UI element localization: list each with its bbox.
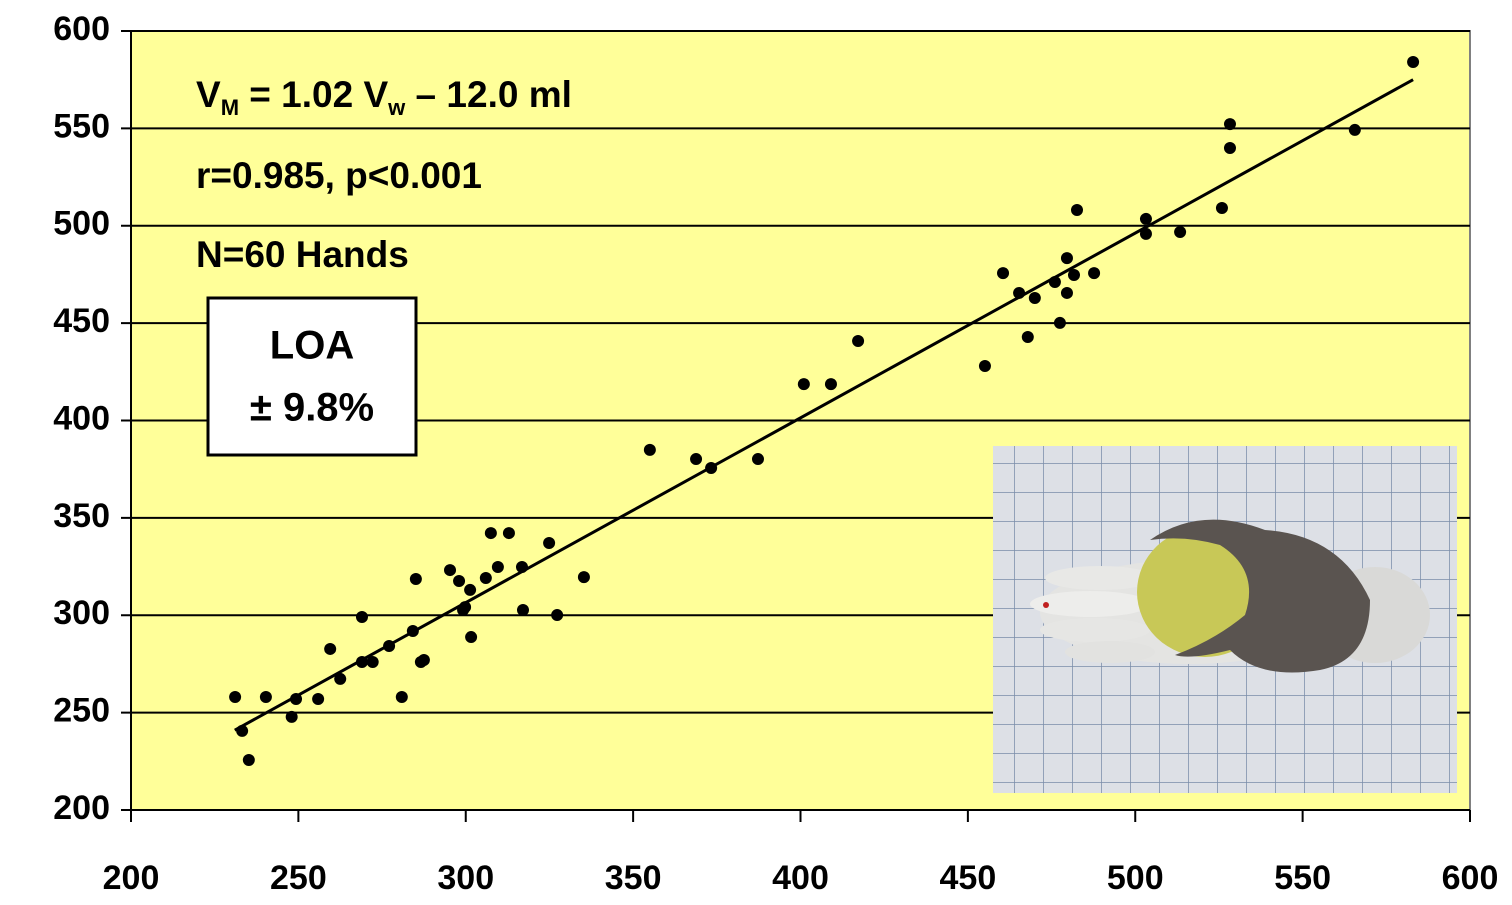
data-point [644,444,656,456]
data-point [334,673,346,685]
data-point [444,564,456,576]
data-point [1224,118,1236,130]
data-point [578,571,590,583]
data-point [396,691,408,703]
data-point [997,267,1009,279]
x-tick-label: 450 [940,859,997,897]
data-point [1061,252,1073,264]
data-point [1407,56,1419,68]
data-point [979,360,991,372]
data-point [1022,331,1034,343]
data-point [516,561,528,573]
inset-photo [993,446,1457,793]
loa-label: LOA [270,324,354,368]
data-point [492,561,504,573]
x-tick-label: 400 [772,859,829,897]
x-tick-label: 350 [605,859,662,897]
x-tick-label: 550 [1274,859,1331,897]
data-point [459,601,471,613]
data-point [290,693,302,705]
data-point [418,654,430,666]
data-point [324,643,336,655]
data-point [1174,226,1186,238]
data-point [1216,202,1228,214]
data-point [286,711,298,723]
loa-value: ± 9.8% [250,386,374,430]
data-point [367,656,379,668]
data-point [1071,204,1083,216]
data-point [480,572,492,584]
data-point [551,609,563,621]
equation-part: w [387,95,406,120]
data-point [1140,228,1152,240]
data-point [260,691,272,703]
data-point [690,453,702,465]
equation-part: – 12.0 ml [405,74,572,115]
equation-part: = 1.02 V [239,74,388,115]
y-tick-label: 350 [53,497,110,535]
data-point [383,640,395,652]
y-tick-label: 600 [53,10,110,48]
y-tick-label: 550 [53,107,110,145]
data-point [517,604,529,616]
equation-part: V [196,74,221,115]
x-tick-label: 600 [1442,859,1499,897]
x-tick-label: 300 [437,859,494,897]
data-point [1140,213,1152,225]
data-point [229,691,241,703]
data-point [1013,287,1025,299]
data-point [1054,317,1066,329]
data-point [236,725,248,737]
data-point [825,378,837,390]
y-tick-label: 250 [53,692,110,730]
data-point [1349,124,1361,136]
data-point [1224,142,1236,154]
data-point [356,611,368,623]
equation-part: M [221,95,239,120]
x-tick-label: 500 [1107,859,1164,897]
stats: r=0.985, p<0.001 [196,155,482,196]
data-point [798,378,810,390]
data-point [1088,267,1100,279]
data-point [410,573,422,585]
y-tick-label: 300 [53,594,110,632]
sample-size: N=60 Hands [196,234,409,275]
data-point [485,527,497,539]
y-tick-label: 500 [53,205,110,243]
x-tick-label: 250 [270,859,327,897]
data-point [852,335,864,347]
loa-box [208,298,416,455]
data-point [243,754,255,766]
data-point [503,527,515,539]
data-point [407,625,419,637]
data-point [312,693,324,705]
data-point [465,631,477,643]
data-point [1061,287,1073,299]
y-tick-label: 400 [53,399,110,437]
x-tick-label: 200 [103,859,160,897]
y-tick-label: 450 [53,302,110,340]
data-point [543,537,555,549]
chart: LOA ± 9.8% VM = 1.02 Vw – 12.0 ml r=0.98… [0,0,1512,905]
equation: VM = 1.02 Vw – 12.0 ml [196,74,572,120]
data-point [705,462,717,474]
data-point [752,453,764,465]
data-point [356,656,368,668]
data-point [464,584,476,596]
data-point [1029,292,1041,304]
y-tick-label: 200 [53,789,110,827]
data-point [1068,269,1080,281]
data-point [453,575,465,587]
data-point [1049,276,1061,288]
